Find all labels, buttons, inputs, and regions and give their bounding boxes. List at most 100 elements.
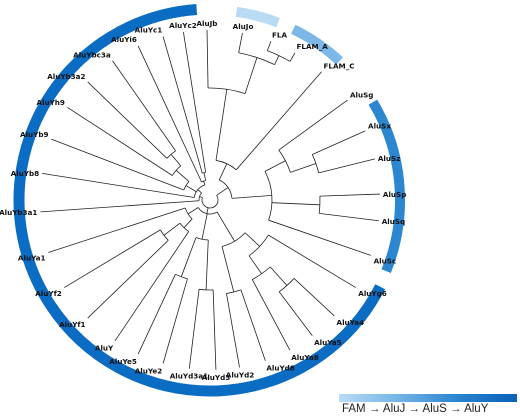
branch-segment	[240, 289, 266, 361]
leaf-label-aluya1: AluYa1	[18, 253, 46, 262]
branch-segment	[319, 213, 379, 222]
branch-segment	[290, 163, 317, 173]
branch-segment	[235, 71, 322, 171]
branch-segment	[215, 89, 228, 161]
leaf-label-aluyc2: AluYc2	[169, 21, 197, 30]
branch-segment	[264, 160, 286, 172]
branch-segment	[312, 130, 366, 155]
branch-segment	[114, 231, 190, 342]
branch-arc	[159, 229, 169, 241]
branch-segment	[51, 138, 185, 191]
leaf-label-aluyd3a1: AluYd3a1	[170, 372, 208, 381]
evolution-gradient-bar	[339, 394, 517, 402]
leaf-label-alujo: AluJo	[233, 22, 254, 31]
branch-segment	[187, 207, 199, 215]
leaf-label-aluybc3a: AluYbc3a	[73, 50, 111, 59]
branch-segment	[162, 278, 188, 364]
branch-segment	[231, 195, 272, 199]
branch-segment	[199, 196, 203, 198]
clade-ring-aluy	[13, 3, 386, 397]
clade-ring-alus	[368, 99, 405, 274]
branch-segment	[67, 107, 173, 176]
clade-ring-fam	[235, 6, 280, 28]
branch-segment	[251, 279, 291, 351]
branch-segment	[137, 45, 202, 183]
branch-arc	[221, 232, 246, 247]
leaf-label-alusx: AluSx	[368, 122, 391, 131]
leaf-label-alusq: AluSq	[382, 217, 405, 226]
branch-segment	[274, 55, 280, 65]
leaf-label-alusp: AluSp	[383, 190, 406, 199]
branch-segment	[244, 57, 258, 94]
leaf-label-aluyi6: AluYi6	[111, 35, 137, 44]
tree-branches	[40, 30, 380, 370]
branch-segment	[137, 274, 176, 355]
branch-segment	[206, 30, 209, 89]
branch-segment	[188, 289, 200, 369]
branch-segment	[221, 246, 235, 293]
branch-arc	[166, 150, 176, 159]
leaf-label-alujb: AluJb	[196, 19, 217, 28]
branch-segment	[205, 239, 209, 290]
branch-segment	[244, 232, 261, 247]
leaf-label-aluyf2: AluYf2	[35, 289, 61, 298]
branch-segment	[87, 81, 168, 159]
branch-segment	[268, 234, 356, 288]
leaf-label-aluy: AluY	[95, 343, 114, 352]
clade-rings	[13, 3, 405, 397]
branch-arc	[202, 171, 206, 174]
branch-segment	[112, 60, 176, 152]
leaf-label-alusz: AluSz	[378, 154, 401, 163]
branch-segment	[87, 240, 169, 319]
leaf-label-alusc: AluSc	[374, 256, 397, 265]
branch-segment	[269, 266, 288, 286]
branch-segment	[201, 213, 208, 240]
leaf-label-aluyb3a2: AluYb3a2	[47, 72, 85, 81]
branch-segment	[266, 41, 272, 51]
branch-segment	[212, 289, 217, 370]
leaf-label-aluyh9: AluYh9	[36, 98, 64, 107]
branch-segment	[216, 211, 235, 242]
branch-arc	[208, 87, 246, 95]
branch-segment	[197, 189, 202, 194]
leaf-label-aluyd2: AluYd2	[226, 370, 255, 379]
branch-segment	[216, 187, 229, 196]
branch-segment	[238, 33, 243, 53]
branch-segment	[226, 293, 240, 368]
branch-segment	[185, 185, 197, 193]
branch-segment	[162, 36, 203, 174]
leaf-label-aluyg6: AluYg6	[358, 289, 387, 298]
branch-segment	[271, 202, 320, 206]
branch-segment	[289, 52, 296, 62]
leaf-label-aluyd8: AluYd8	[266, 364, 295, 373]
branch-segment	[163, 222, 181, 236]
tree-leaf-labels: AluJb AluJo FLA FLAM_A FLAM_C AluSg AluSx AluSz…	[0, 19, 406, 382]
branch-segment	[40, 200, 200, 213]
branch-segment	[170, 154, 182, 167]
leaf-label-aluyb9: AluYb9	[20, 130, 49, 139]
branch-segment	[42, 173, 195, 198]
leaf-label-flam_c: FLAM_C	[324, 61, 355, 70]
branch-segment	[183, 218, 193, 228]
leaf-label-aluye5: AluYe5	[109, 357, 137, 366]
branch-segment	[218, 163, 228, 181]
leaf-label-aluye2: AluYe2	[135, 366, 163, 375]
leaf-label-aluya4: AluYa4	[337, 318, 365, 327]
branch-arc	[201, 180, 206, 183]
branch-segment	[48, 207, 186, 253]
branch-segment	[278, 291, 313, 337]
branch-segment	[268, 219, 371, 256]
branch-arc	[264, 171, 273, 221]
clade-ring-aluj	[291, 24, 343, 65]
branch-arc	[183, 181, 190, 191]
evolution-legend-text: FAM → AluJ → AluS → AluY	[342, 403, 489, 415]
leaf-label-flam_a: FLAM_A	[297, 42, 329, 51]
branch-arc	[219, 179, 233, 199]
branch-arc	[311, 154, 320, 173]
branch-segment	[318, 158, 376, 174]
branch-segment	[319, 193, 380, 197]
leaf-label-aluyd3: AluYd3	[202, 373, 231, 382]
branch-segment	[278, 99, 348, 151]
branch-segment	[64, 229, 161, 288]
leaf-label-aluya8: AluYa8	[291, 353, 319, 362]
